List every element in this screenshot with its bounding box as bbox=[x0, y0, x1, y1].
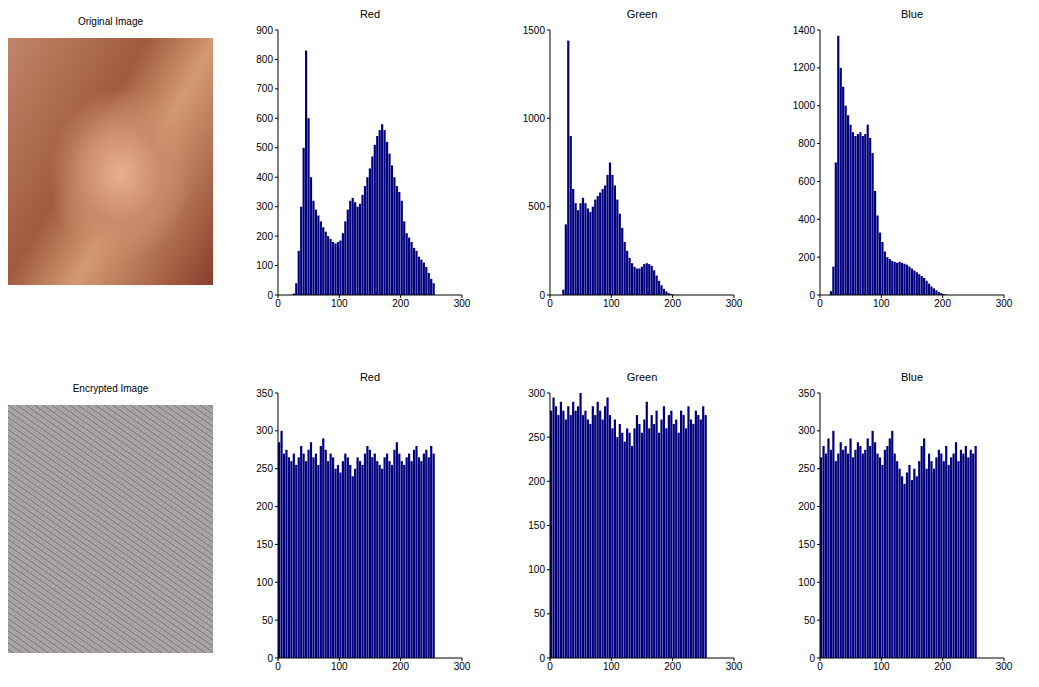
svg-text:300: 300 bbox=[256, 425, 273, 436]
svg-text:300: 300 bbox=[454, 298, 471, 309]
svg-text:1500: 1500 bbox=[523, 25, 546, 36]
html-text:Green: Green bbox=[626, 371, 658, 383]
svg-text:50: 50 bbox=[804, 615, 816, 626]
svg-text:100: 100 bbox=[798, 577, 815, 588]
svg-text:250: 250 bbox=[256, 463, 273, 474]
html-text:Blue: Blue bbox=[901, 371, 923, 383]
svg-text:350: 350 bbox=[798, 388, 815, 399]
svg-text:1400: 1400 bbox=[793, 25, 816, 36]
svg-text:0: 0 bbox=[817, 661, 823, 672]
svg-text:1000: 1000 bbox=[523, 113, 546, 124]
svg-text:0: 0 bbox=[809, 290, 815, 301]
svg-text:200: 200 bbox=[664, 661, 681, 672]
svg-text:300: 300 bbox=[996, 298, 1013, 309]
svg-text:500: 500 bbox=[256, 142, 273, 153]
svg-text:300: 300 bbox=[726, 298, 743, 309]
html-text:Red: Red bbox=[359, 8, 381, 20]
svg-text:800: 800 bbox=[256, 54, 273, 65]
svg-text:150: 150 bbox=[798, 539, 815, 550]
svg-text:600: 600 bbox=[798, 176, 815, 187]
svg-text:100: 100 bbox=[331, 298, 348, 309]
svg-text:100: 100 bbox=[331, 661, 348, 672]
svg-text:300: 300 bbox=[996, 661, 1013, 672]
svg-text:500: 500 bbox=[528, 201, 545, 212]
svg-text:350: 350 bbox=[256, 388, 273, 399]
svg-text:700: 700 bbox=[256, 83, 273, 94]
svg-text:200: 200 bbox=[934, 298, 951, 309]
svg-text:200: 200 bbox=[798, 252, 815, 263]
svg-text:100: 100 bbox=[256, 260, 273, 271]
svg-text:200: 200 bbox=[256, 231, 273, 242]
svg-text:600: 600 bbox=[256, 113, 273, 124]
svg-text:0: 0 bbox=[267, 290, 273, 301]
svg-text:200: 200 bbox=[392, 661, 409, 672]
svg-text:0: 0 bbox=[547, 661, 553, 672]
html-text:Original Image: Original Image bbox=[78, 16, 143, 27]
svg-text:0: 0 bbox=[547, 298, 553, 309]
svg-text:50: 50 bbox=[262, 615, 274, 626]
svg-text:400: 400 bbox=[798, 214, 815, 225]
svg-text:800: 800 bbox=[798, 138, 815, 149]
svg-text:0: 0 bbox=[275, 661, 281, 672]
svg-text:0: 0 bbox=[539, 653, 545, 664]
svg-text:0: 0 bbox=[809, 653, 815, 664]
svg-text:300: 300 bbox=[454, 661, 471, 672]
svg-text:100: 100 bbox=[528, 564, 545, 575]
svg-text:300: 300 bbox=[726, 661, 743, 672]
svg-text:0: 0 bbox=[539, 290, 545, 301]
html-text:Green: Green bbox=[626, 8, 658, 20]
svg-text:200: 200 bbox=[934, 661, 951, 672]
svg-text:100: 100 bbox=[603, 661, 620, 672]
html-text:Blue: Blue bbox=[901, 8, 923, 20]
svg-text:50: 50 bbox=[534, 608, 546, 619]
svg-text:250: 250 bbox=[528, 432, 545, 443]
svg-text:150: 150 bbox=[256, 539, 273, 550]
svg-text:200: 200 bbox=[528, 476, 545, 487]
svg-text:0: 0 bbox=[275, 298, 281, 309]
svg-text:200: 200 bbox=[256, 501, 273, 512]
svg-text:100: 100 bbox=[873, 298, 890, 309]
svg-text:1000: 1000 bbox=[793, 100, 816, 111]
svg-text:100: 100 bbox=[603, 298, 620, 309]
svg-text:200: 200 bbox=[798, 501, 815, 512]
svg-text:300: 300 bbox=[256, 201, 273, 212]
svg-text:250: 250 bbox=[798, 463, 815, 474]
svg-text:0: 0 bbox=[817, 298, 823, 309]
svg-text:300: 300 bbox=[798, 425, 815, 436]
html-text:Encrypted Image: Encrypted Image bbox=[72, 383, 149, 394]
svg-text:900: 900 bbox=[256, 25, 273, 36]
svg-text:200: 200 bbox=[392, 298, 409, 309]
svg-text:100: 100 bbox=[873, 661, 890, 672]
svg-text:1200: 1200 bbox=[793, 62, 816, 73]
svg-text:150: 150 bbox=[528, 520, 545, 531]
svg-text:300: 300 bbox=[528, 388, 545, 399]
html-text:Red: Red bbox=[359, 371, 381, 383]
svg-text:400: 400 bbox=[256, 172, 273, 183]
svg-text:200: 200 bbox=[664, 298, 681, 309]
svg-text:0: 0 bbox=[267, 653, 273, 664]
svg-text:100: 100 bbox=[256, 577, 273, 588]
